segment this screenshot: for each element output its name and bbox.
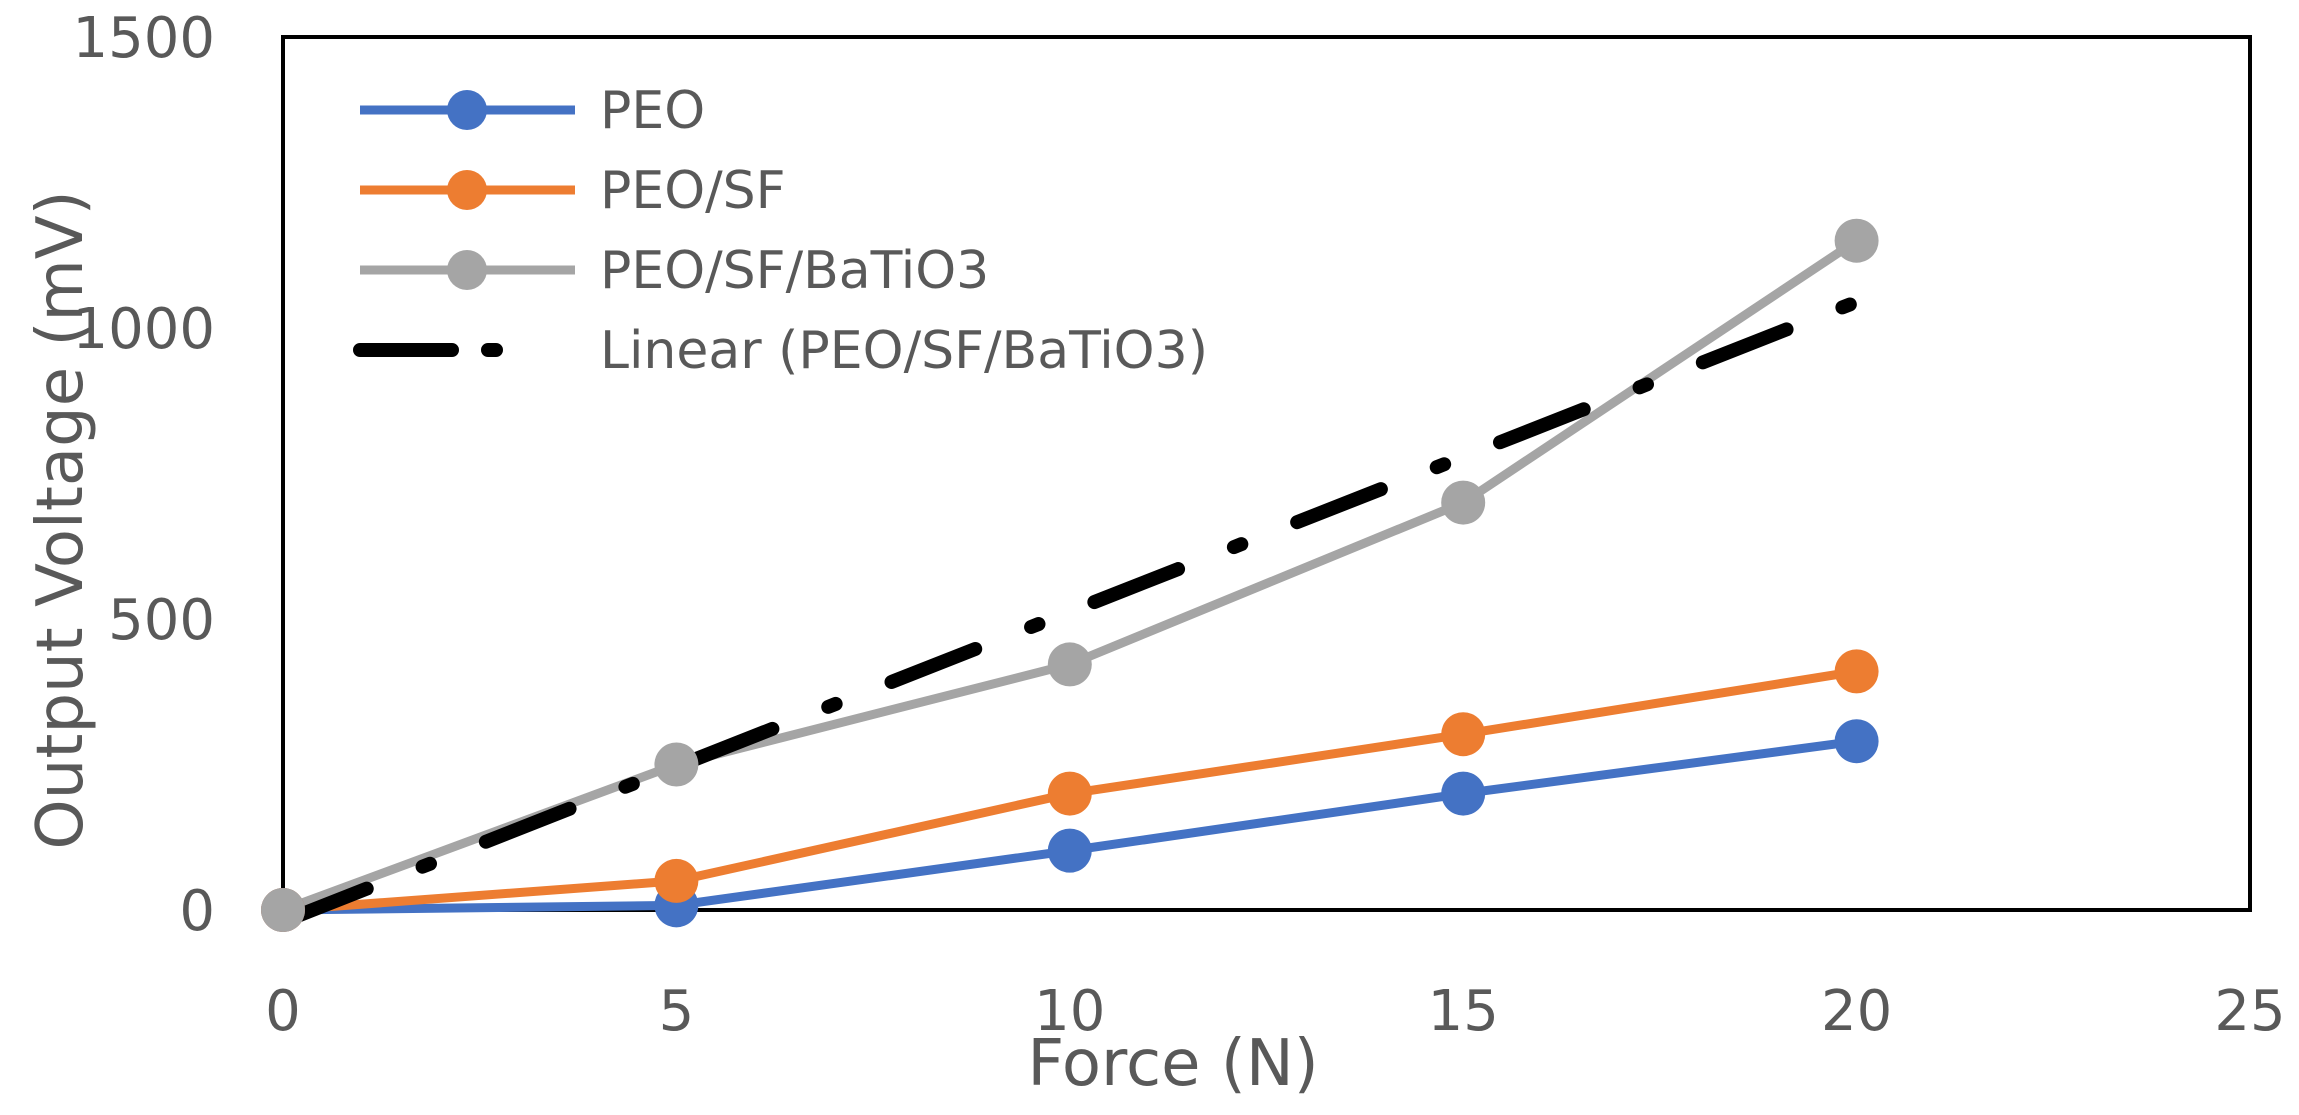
x-tick-label: 20 [1821,979,1892,1044]
y-tick-label: 500 [108,588,215,653]
data-point-peo-sf-batio3 [1441,480,1486,525]
y-tick-label: 1500 [72,6,215,71]
y-tick-label: 0 [179,879,215,944]
data-point-peo [1834,719,1879,764]
data-point-peo-sf-batio3 [654,742,699,787]
legend-label: Linear (PEO/SF/BaTiO3) [600,321,1208,381]
x-tick-label: 10 [1034,979,1105,1044]
data-point-peo [1441,771,1486,816]
x-tick-label: 25 [2214,979,2285,1044]
x-axis-title: Force (N) [1027,1027,1318,1101]
data-point-peo-sf [1047,771,1092,816]
plot-area [281,35,2252,912]
data-point-peo-sf-batio3 [1047,642,1092,687]
legend-marker [447,250,487,290]
x-tick-label: 0 [265,979,301,1044]
legend-marker [447,170,487,210]
data-point-peo-sf-batio3 [261,888,305,932]
trendline-linear [276,294,1864,929]
data-point-peo-sf [1441,712,1486,757]
y-axis-title: Output Voltage (mV) [24,190,98,849]
y-tick-label: 1000 [72,297,215,362]
legend-label: PEO [600,81,705,141]
data-point-peo-sf [654,858,699,903]
x-tick-label: 5 [659,979,695,1044]
legend-label: PEO/SF/BaTiO3 [600,241,989,301]
data-point-peo-sf [1834,649,1879,694]
legend-marker [447,90,487,130]
x-tick-label: 15 [1428,979,1499,1044]
legend-label: PEO/SF [600,161,786,221]
data-point-peo [1047,828,1092,873]
data-point-peo-sf-batio3 [1834,218,1879,263]
